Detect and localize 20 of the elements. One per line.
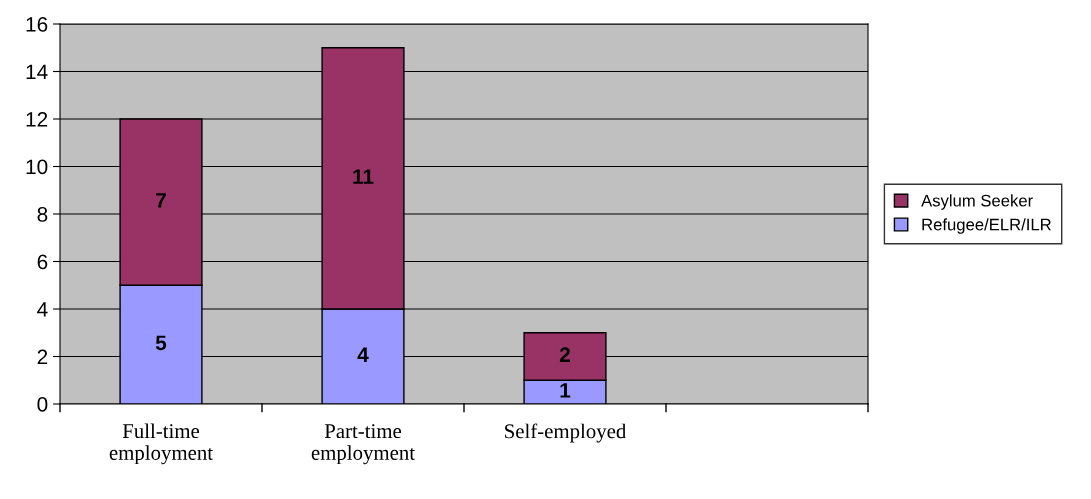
- legend-label: Asylum Seeker: [921, 194, 1033, 210]
- data-label: 11: [353, 169, 374, 184]
- y-tick-label: 10: [26, 159, 48, 175]
- y-tick-label: 14: [26, 64, 48, 80]
- y-tick-label: 8: [37, 207, 48, 222]
- y-tick-label: 12: [26, 112, 48, 127]
- y-tick-label: 0: [37, 397, 48, 412]
- x-tick-label: Full-time employment: [109, 423, 213, 465]
- data-label: 7: [156, 193, 166, 208]
- y-tick-label: 16: [26, 17, 48, 32]
- x-tick-label: Self-employed: [505, 423, 627, 443]
- y-tick-label: 6: [37, 254, 48, 270]
- data-label: 4: [357, 347, 369, 362]
- data-label: 1: [560, 383, 571, 398]
- data-label: 5: [155, 335, 167, 351]
- legend-label: Refugee/ELR/ILR: [922, 218, 1051, 234]
- data-label: 2: [559, 347, 570, 362]
- y-tick-label: 4: [37, 302, 48, 317]
- x-tick-label: Part-time employment: [311, 424, 415, 465]
- y-tick-label: 2: [37, 349, 48, 365]
